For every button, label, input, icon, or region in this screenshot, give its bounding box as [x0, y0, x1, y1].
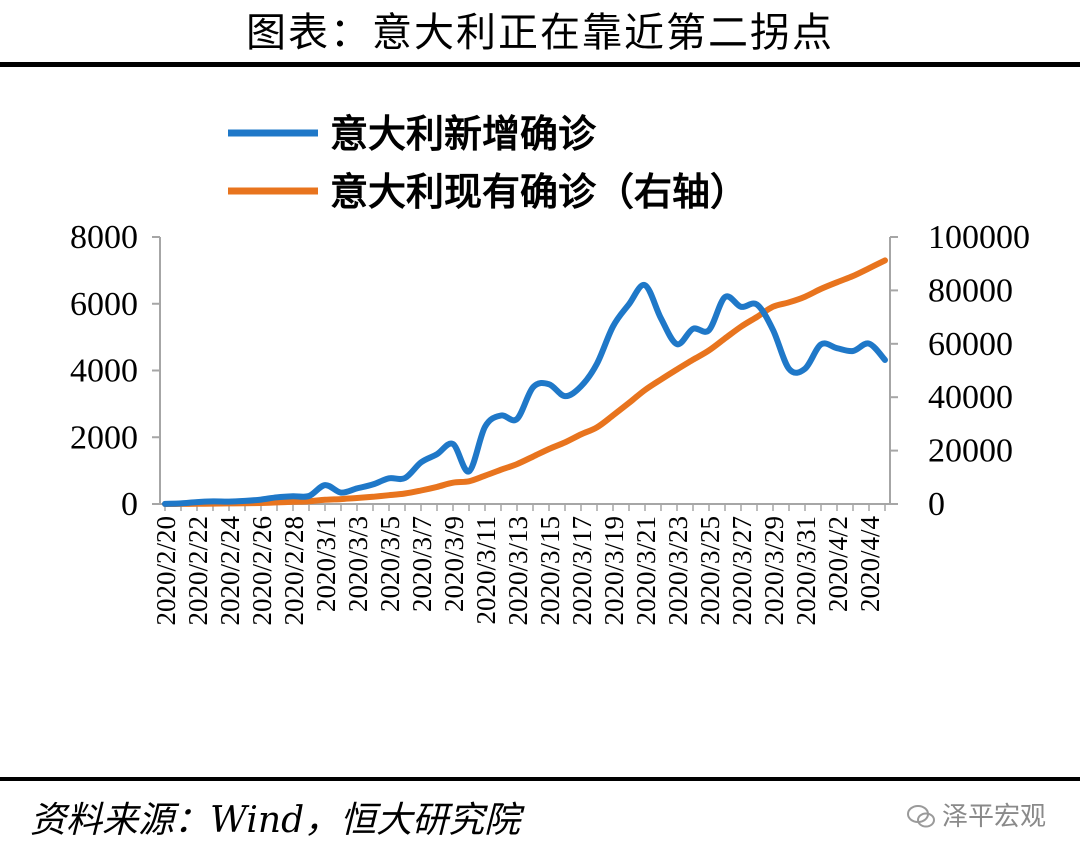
top-rule — [0, 62, 1080, 67]
x-tick-label: 2020/2/24 — [215, 516, 245, 626]
x-tick-label: 2020/3/21 — [631, 516, 661, 626]
y-left-tick-label: 0 — [121, 486, 138, 523]
y-right-tick-label: 60000 — [928, 326, 1013, 363]
x-tick-label: 2020/4/4 — [855, 516, 885, 613]
y-right-tick-label: 80000 — [928, 272, 1013, 309]
series-line-active-cases — [162, 257, 888, 507]
x-tick-label: 2020/2/26 — [247, 516, 277, 626]
x-tick-label: 2020/3/15 — [535, 516, 565, 626]
y-left-tick-label: 6000 — [70, 286, 138, 323]
x-tick-label: 2020/2/22 — [183, 516, 213, 626]
x-tick-label: 2020/2/28 — [279, 516, 309, 626]
x-tick-label: 2020/3/3 — [343, 516, 373, 612]
x-tick-label: 2020/3/31 — [791, 516, 821, 626]
x-tick-label: 2020/3/11 — [471, 516, 501, 625]
watermark: 泽平宏观 — [906, 797, 1046, 837]
wechat-icon — [906, 805, 935, 828]
legend: 意大利新增确诊 意大利现有确诊（右轴） — [228, 111, 748, 214]
x-tick-label: 2020/3/5 — [375, 516, 405, 612]
legend-label-active-cases: 意大利现有确诊（右轴） — [330, 169, 748, 214]
x-tick-label: 2020/3/25 — [695, 516, 725, 626]
x-tick-label: 2020/3/17 — [567, 516, 597, 626]
x-tick-label: 2020/3/27 — [727, 516, 757, 626]
x-tick-label: 2020/3/7 — [407, 516, 437, 612]
x-tick-label: 2020/3/13 — [503, 516, 533, 626]
x-tick-label: 2020/4/2 — [823, 516, 853, 612]
series-line-new-cases — [162, 282, 888, 507]
page-title: 图表：意大利正在靠近第二拐点 — [246, 10, 834, 56]
x-tick-label: 2020/3/19 — [599, 516, 629, 626]
x-tick-label: 2020/3/23 — [663, 516, 693, 626]
y-left-tick-label: 2000 — [70, 419, 138, 456]
y-right-tick-label: 0 — [928, 486, 945, 523]
watermark-label: 泽平宏观 — [941, 802, 1046, 832]
y-left-tick-label: 4000 — [70, 353, 138, 390]
line-chart: 意大利新增确诊 意大利现有确诊（右轴） 02000400060008000020… — [70, 111, 1030, 626]
y-right-tick-label: 100000 — [928, 219, 1030, 256]
y-right-tick-label: 20000 — [928, 433, 1013, 470]
x-tick-label: 2020/3/1 — [311, 516, 341, 612]
plot-area — [162, 257, 888, 507]
y-right-tick-label: 40000 — [928, 379, 1013, 416]
legend-label-new-cases: 意大利新增确诊 — [330, 111, 597, 156]
axes: 0200040006000800002000040000600008000010… — [70, 219, 1030, 626]
x-tick-label: 2020/2/20 — [151, 516, 181, 626]
source-note: 资料来源：Wind，恒大研究院 — [30, 800, 521, 841]
x-tick-label: 2020/3/29 — [759, 516, 789, 626]
x-tick-label: 2020/3/9 — [439, 516, 469, 612]
bottom-rule — [0, 777, 1080, 781]
y-left-tick-label: 8000 — [70, 219, 138, 256]
